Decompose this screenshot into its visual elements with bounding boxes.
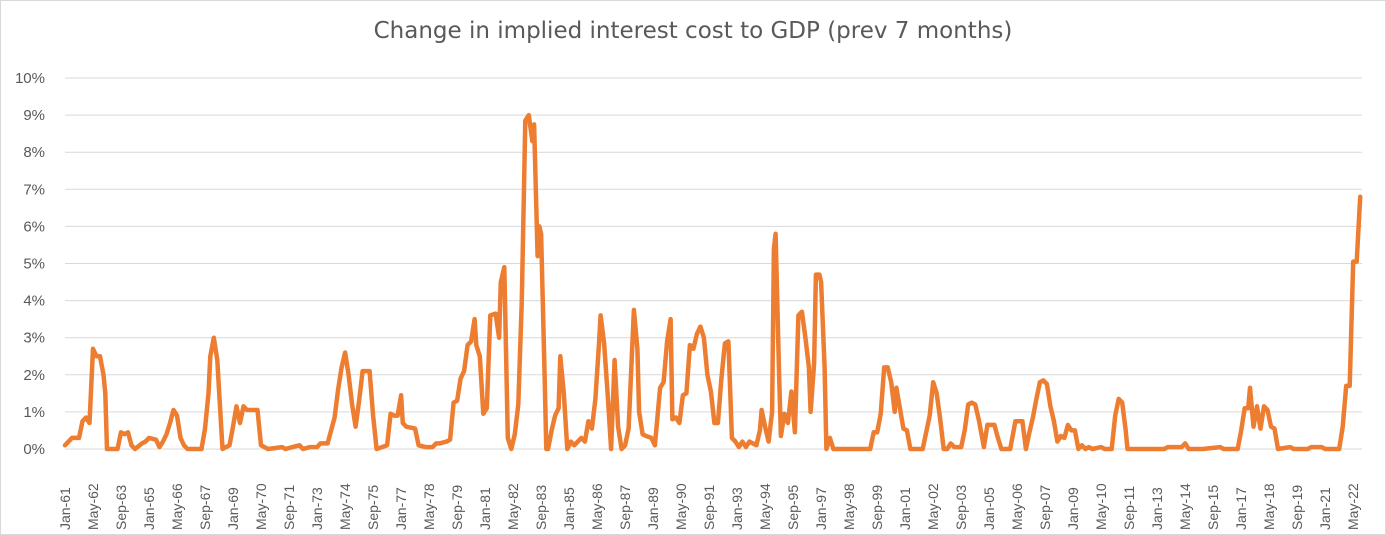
x-tick-label: Jan-05 bbox=[981, 487, 997, 530]
y-tick-label: 8% bbox=[23, 144, 45, 161]
x-tick-label: Sep-83 bbox=[533, 485, 549, 530]
x-tick-label: Sep-91 bbox=[701, 485, 717, 530]
x-tick-label: May-70 bbox=[253, 483, 269, 530]
x-tick-label: May-22 bbox=[1345, 483, 1361, 530]
x-tick-label: Sep-75 bbox=[365, 485, 381, 530]
x-tick-label: Sep-63 bbox=[113, 485, 129, 530]
x-tick-label: Sep-87 bbox=[617, 485, 633, 530]
y-tick-label: 10% bbox=[15, 70, 45, 87]
x-tick-label: May-74 bbox=[337, 483, 353, 530]
x-tick-label: Sep-67 bbox=[197, 485, 213, 530]
y-tick-label: 4% bbox=[23, 293, 45, 310]
y-axis-ticks: 0% 1% 2% 3% 4% 5% 6% 7% 8% 9% 10% bbox=[15, 70, 45, 458]
x-tick-label: Sep-11 bbox=[1121, 486, 1137, 530]
y-tick-label: 5% bbox=[23, 256, 45, 273]
x-tick-label: Jan-61 bbox=[57, 487, 73, 530]
x-tick-label: Jan-85 bbox=[561, 487, 577, 530]
x-tick-label: Jan-69 bbox=[225, 487, 241, 530]
x-tick-label: Jan-13 bbox=[1149, 487, 1165, 530]
series-layer bbox=[62, 112, 1363, 452]
x-tick-label: Jan-21 bbox=[1317, 487, 1333, 530]
x-tick-label: Jan-97 bbox=[813, 487, 829, 530]
x-tick-label: Jan-77 bbox=[393, 487, 409, 530]
x-tick-label: Jan-01 bbox=[897, 487, 913, 530]
x-tick-label: May-82 bbox=[505, 483, 521, 530]
x-tick-label: May-66 bbox=[169, 483, 185, 530]
y-tick-label: 3% bbox=[23, 330, 45, 347]
x-tick-label: May-62 bbox=[85, 483, 101, 530]
x-tick-label: Sep-19 bbox=[1289, 485, 1305, 530]
y-tick-label: 0% bbox=[23, 441, 45, 458]
x-tick-label: Sep-71 bbox=[281, 485, 297, 530]
x-tick-label: Sep-99 bbox=[869, 485, 885, 530]
x-tick-label: Jan-17 bbox=[1233, 487, 1249, 530]
x-tick-label: Jan-73 bbox=[309, 487, 325, 530]
y-tick-label: 7% bbox=[23, 181, 45, 198]
x-tick-label: Sep-79 bbox=[449, 485, 465, 530]
x-tick-label: May-86 bbox=[589, 483, 605, 530]
x-tick-label: Sep-15 bbox=[1205, 485, 1221, 530]
x-tick-label: May-94 bbox=[757, 483, 773, 530]
x-tick-label: May-18 bbox=[1261, 483, 1277, 530]
y-tick-label: 2% bbox=[23, 367, 45, 384]
x-tick-label: May-78 bbox=[421, 483, 437, 530]
x-axis-ticks: Jan-61 May-62 Sep-63 Jan-65 May-66 Sep-67 Jan-… bbox=[57, 483, 1361, 530]
x-tick-label: May-06 bbox=[1009, 483, 1025, 530]
x-tick-label: Jan-81 bbox=[477, 487, 493, 530]
x-tick-label: Jan-89 bbox=[645, 487, 661, 530]
x-tick-label: Jan-93 bbox=[729, 487, 745, 530]
x-tick-label: May-90 bbox=[673, 483, 689, 530]
x-tick-label: May-14 bbox=[1177, 483, 1193, 530]
y-tick-label: 9% bbox=[23, 107, 45, 124]
x-tick-label: Sep-03 bbox=[953, 485, 969, 530]
x-tick-label: May-10 bbox=[1093, 483, 1109, 530]
y-tick-label: 6% bbox=[23, 218, 45, 235]
x-tick-label: Sep-95 bbox=[785, 485, 801, 530]
gridlines bbox=[65, 77, 1362, 450]
chart-title: Change in implied interest cost to GDP (… bbox=[373, 18, 1013, 44]
x-tick-label: May-98 bbox=[841, 483, 857, 530]
x-tick-label: Jan-65 bbox=[141, 487, 157, 530]
x-tick-label: Jan-09 bbox=[1065, 487, 1081, 530]
y-tick-label: 1% bbox=[23, 404, 45, 421]
series-line bbox=[62, 112, 1363, 452]
x-tick-label: May-02 bbox=[925, 483, 941, 530]
x-tick-label: Sep-07 bbox=[1037, 485, 1053, 530]
